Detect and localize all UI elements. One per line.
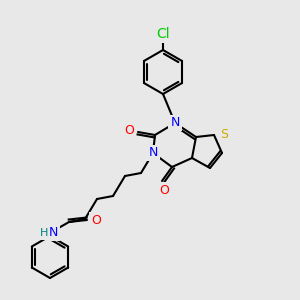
Text: N: N xyxy=(48,226,58,239)
Text: S: S xyxy=(220,128,228,140)
Text: N: N xyxy=(148,146,158,160)
Text: H: H xyxy=(40,228,48,238)
Text: O: O xyxy=(124,124,134,137)
Text: Cl: Cl xyxy=(156,27,170,41)
Text: O: O xyxy=(91,214,101,226)
Text: O: O xyxy=(159,184,169,196)
Text: N: N xyxy=(170,116,180,130)
